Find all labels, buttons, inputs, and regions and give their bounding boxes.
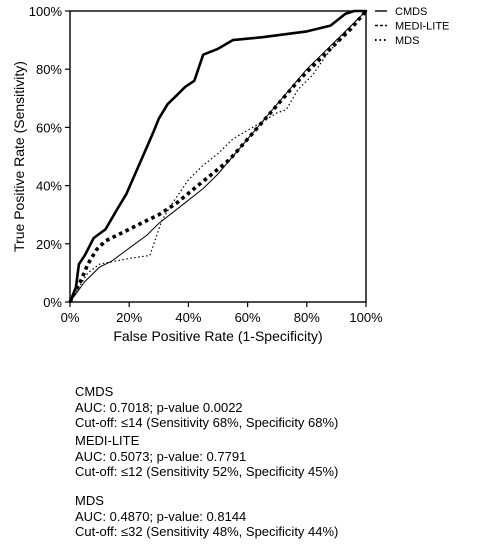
y-tick-label: 40% xyxy=(36,179,62,194)
y-axis-title: True Positive Rate (Sensitivity) xyxy=(11,61,27,252)
mds-line xyxy=(69,10,367,303)
x-tick-label: 80% xyxy=(294,310,320,325)
x-axis-title: False Positive Rate (1-Specificity) xyxy=(113,328,322,344)
x-tick-label: 0% xyxy=(61,310,80,325)
mds-stats: MDS AUC: 0.4870; p-value: 0.8144 Cut-off… xyxy=(75,493,338,540)
roc-chart: 0%0% 20% 20% 40% 40% 60% 60% 80% 80% 100% 100% Fals… xyxy=(11,4,449,344)
x-tick-label: 20% xyxy=(116,310,142,325)
medi-lite-stats-title: MEDI-LITE xyxy=(75,433,140,448)
cmds-line xyxy=(68,9,368,304)
medi-lite-line xyxy=(69,10,367,303)
plot-frame xyxy=(69,10,367,303)
y-tick-label: 20% xyxy=(36,237,62,252)
x-tick-label: 100% xyxy=(349,310,383,325)
cmds-stats-cutoff: Cut-off: ≤14 (Sensitivity 68%, Specifici… xyxy=(75,415,339,430)
y-tick-label: 0% xyxy=(43,295,62,310)
series-4-line xyxy=(68,9,368,303)
y-tick-label: 60% xyxy=(36,120,62,135)
legend-label: CMDS xyxy=(395,6,427,18)
x-tick-label: 60% xyxy=(235,310,261,325)
medi-lite-stats: MEDI-LITE AUC: 0.5073; p-value: 0.7791 C… xyxy=(75,433,338,480)
mds-stats-auc: AUC: 0.4870; p-value: 0.8144 xyxy=(75,508,247,524)
x-tick-label: 40% xyxy=(175,310,201,325)
cmds-stats: CMDS AUC: 0.7018; p-value 0.0022 Cut-off… xyxy=(75,384,338,431)
y-tick-label: 100% xyxy=(29,4,63,19)
legend-label: MDS xyxy=(395,35,419,47)
medi-lite-stats-auc: AUC: 0.5073; p-value: 0.7791 xyxy=(75,448,247,464)
cmds-stats-title: CMDS xyxy=(75,384,114,399)
y-tick-label: 80% xyxy=(36,62,62,77)
mds-stats-cutoff: Cut-off: ≤32 (Sensitivity 48%, Specifici… xyxy=(75,524,339,539)
legend-label: MEDI-LITE xyxy=(395,21,449,33)
cmds-stats-auc: AUC: 0.7018; p-value 0.0022 xyxy=(75,399,243,415)
mds-stats-title: MDS xyxy=(75,493,104,508)
medi-lite-stats-cutoff: Cut-off: ≤12 (Sensitivity 52%, Specifici… xyxy=(75,464,339,479)
